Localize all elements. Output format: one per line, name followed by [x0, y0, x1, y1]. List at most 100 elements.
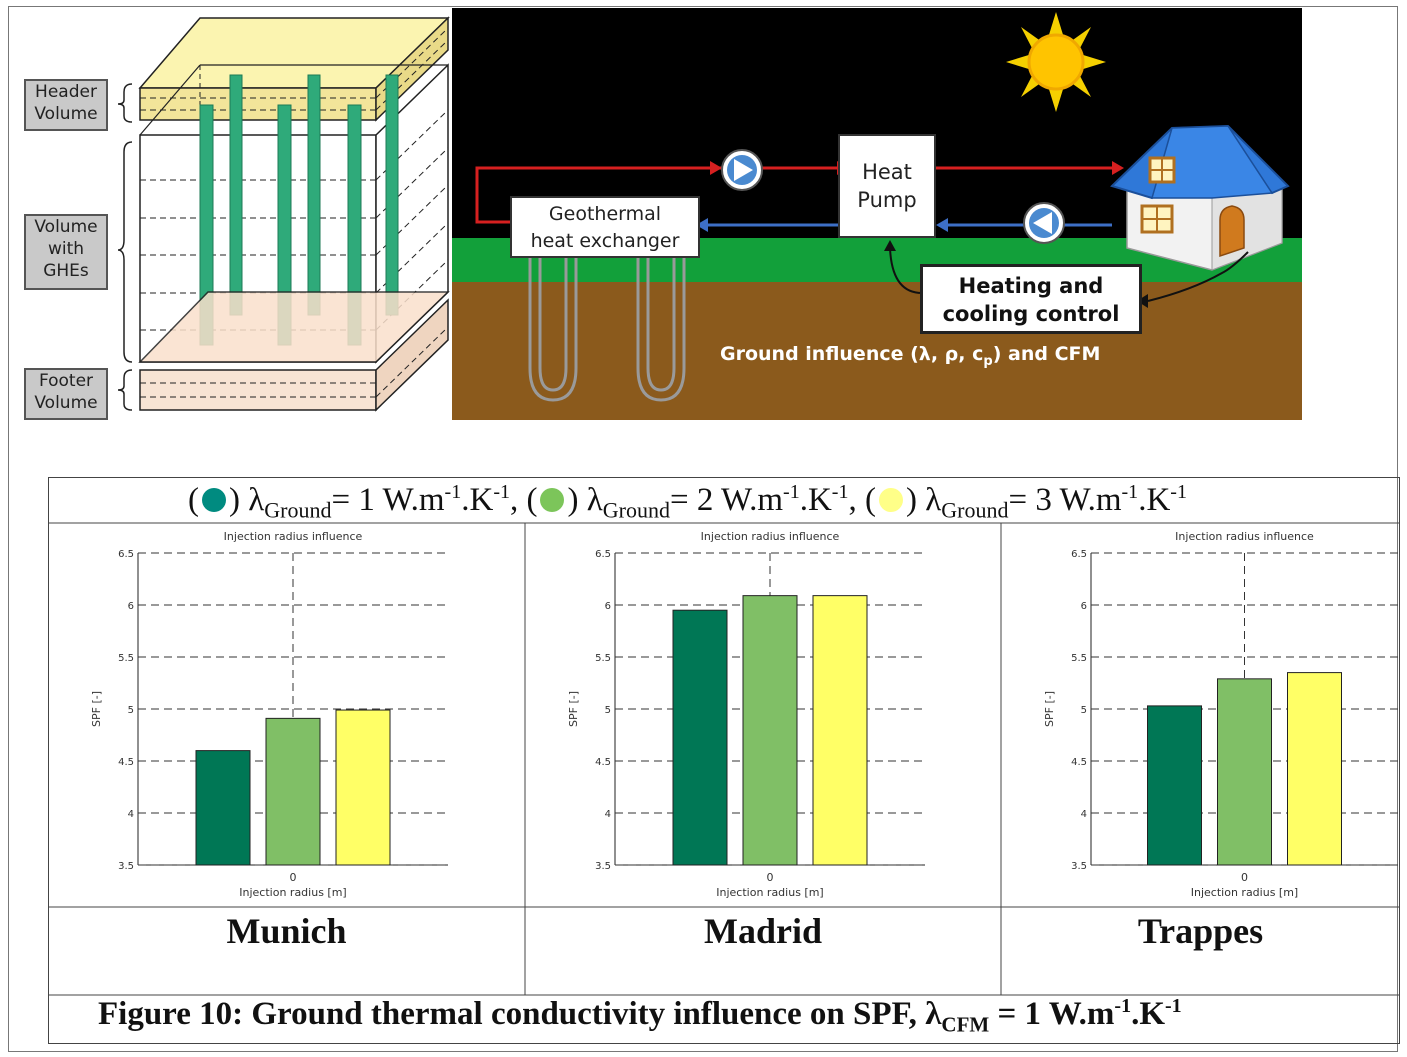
y-tick-label: 6 [605, 601, 611, 612]
y-tick-label: 6.5 [118, 549, 134, 560]
header-volume-line1: Header [35, 82, 97, 102]
figure-frame [8, 6, 1398, 1052]
sun-icon [1006, 12, 1106, 112]
legend-swatch-2 [540, 488, 565, 512]
chart-title: Injection radius influence [1175, 530, 1314, 543]
pump-icon-1 [721, 149, 763, 191]
caption-sup2: -1 [1165, 995, 1182, 1017]
legend-1-trail: , [509, 482, 527, 518]
y-tick-label: 4 [128, 809, 134, 820]
ghes-line3: GHEs [43, 261, 89, 281]
y-tick-label: 4 [1081, 809, 1087, 820]
y-tick-label: 3.5 [118, 861, 134, 872]
legend-1-lambda: λ [248, 482, 265, 518]
x-tick-label: 0 [290, 871, 297, 884]
y-tick-label: 5.5 [118, 653, 134, 664]
y-axis-label: SPF [-] [1043, 691, 1056, 727]
caption-rest: = 1 W.m [989, 996, 1115, 1032]
chart-trappes: Injection radius influence 3.5 4 4.5 5 5.5 6 6.… [1043, 530, 1398, 899]
y-tick-label: 6 [1081, 601, 1087, 612]
bar-2 [742, 595, 798, 866]
bar-3 [335, 709, 391, 866]
x-axis-label: Injection radius [m] [716, 886, 823, 899]
geothermal-line1: Geothermal [548, 203, 662, 225]
y-tick-label: 5 [1081, 705, 1087, 716]
gi-sep1: , [930, 343, 945, 365]
gi-prefix: Ground influence ( [720, 343, 919, 365]
geothermal-heat-exchanger-box: Geothermal heat exchanger [510, 196, 700, 258]
legend-2-sub: Ground [602, 497, 670, 523]
heat-pump-line1: Heat [862, 160, 912, 184]
caption-lambda: λ [925, 996, 942, 1032]
chart-madrid: Injection radius influence 3.5 4 4.5 5 5.5 6 6.… [567, 530, 925, 899]
legend-3-mid: .K [1138, 482, 1171, 518]
y-tick-label: 3.5 [1071, 861, 1087, 872]
legend-1-sup2: -1 [493, 481, 510, 503]
bar-3 [812, 595, 868, 866]
gi-rho: ρ [944, 343, 959, 365]
y-axis-label: SPF [-] [90, 691, 103, 727]
bar-1 [672, 609, 728, 866]
heat-pump-box: Heat Pump [838, 134, 936, 238]
x-axis-label: Injection radius [m] [239, 886, 346, 899]
caption-sup1: -1 [1114, 995, 1132, 1017]
y-tick-label: 4.5 [595, 757, 611, 768]
legend-1-sub: Ground [264, 497, 332, 523]
bar-1 [1147, 705, 1202, 866]
chart-title: Injection radius influence [224, 530, 363, 543]
legend-2-sup1: -1 [783, 481, 800, 503]
footer-volume-label: Footer Volume [24, 368, 108, 420]
bar-2 [1217, 678, 1272, 866]
legend-swatch-1 [202, 488, 226, 512]
control-line1: Heating and [958, 274, 1104, 298]
house-icon [1110, 124, 1290, 271]
legend-swatch-3 [878, 488, 903, 512]
heat-pump-line2: Pump [857, 188, 917, 212]
bar-2 [265, 717, 321, 866]
legend-2-trail: , [848, 482, 865, 518]
y-tick-label: 5.5 [595, 653, 611, 664]
bar-1 [195, 750, 251, 866]
header-volume-line2: Volume [34, 104, 98, 124]
legend-item-1: () λGround= 1 W.m-1.K-1, [188, 481, 527, 523]
legend: () λGround= 1 W.m-1.K-1, () λGround= 2 W… [48, 477, 1400, 525]
y-tick-label: 4.5 [1071, 757, 1087, 768]
legend-3-sub: Ground [941, 497, 1009, 523]
y-tick-label: 4.5 [118, 757, 134, 768]
city-madrid: Madrid [703, 911, 822, 951]
y-tick-label: 4 [605, 809, 611, 820]
volume-diagram [138, 16, 450, 412]
brace-lines [117, 83, 133, 411]
control-line2: cooling control [942, 302, 1120, 326]
caption-prefix: Figure 10: Ground thermal conductivity i… [98, 996, 926, 1032]
heating-cooling-control-box: Heating and cooling control [920, 264, 1142, 334]
city-trappes: Trappes [1137, 911, 1264, 951]
legend-1-mid: .K [461, 482, 494, 518]
y-tick-label: 6 [128, 601, 134, 612]
ghes-line2: with [47, 239, 85, 259]
legend-2-sup2: -1 [831, 481, 849, 503]
city-munich: Munich [226, 911, 347, 951]
legend-row: () λGround= 1 W.m-1.K-1, () λGround= 2 W… [188, 481, 1187, 524]
header-volume-label: Header Volume [24, 79, 108, 131]
results-table: () λGround= 1 W.m-1.K-1, () λGround= 2 W… [48, 477, 1400, 1046]
x-tick-label: 0 [767, 871, 774, 884]
y-tick-label: 3.5 [595, 861, 611, 872]
y-tick-label: 5 [605, 705, 611, 716]
gi-lambda: λ [918, 343, 931, 365]
legend-item-3: () λGround= 3 W.m-1.K-1 [864, 481, 1187, 523]
chart-munich: Injection radius influence 3.5 4 4.5 5 5.5 6 6.… [90, 530, 448, 899]
table-grid [48, 477, 1400, 1044]
legend-2-lambda: λ [586, 482, 603, 518]
figure-caption: Figure 10: Ground thermal conductivity i… [98, 995, 1182, 1038]
volume-with-ghes-label: Volume with GHEs [24, 214, 108, 290]
legend-2-mid: .K [799, 482, 832, 518]
geothermal-line2: heat exchanger [530, 230, 680, 252]
legend-3-lambda: λ [925, 482, 942, 518]
legend-2-rest: = 2 W.m [669, 482, 784, 518]
x-axis-label: Injection radius [m] [1191, 886, 1298, 899]
ground-influence-text: Ground influence (λ, ρ, cp) and CFM [720, 343, 1100, 369]
ground-loops-icon [528, 258, 686, 402]
footer-volume-line2: Volume [34, 393, 98, 413]
heat-pump-scene: Geothermal heat exchanger Heat Pump Heat… [452, 8, 1302, 420]
